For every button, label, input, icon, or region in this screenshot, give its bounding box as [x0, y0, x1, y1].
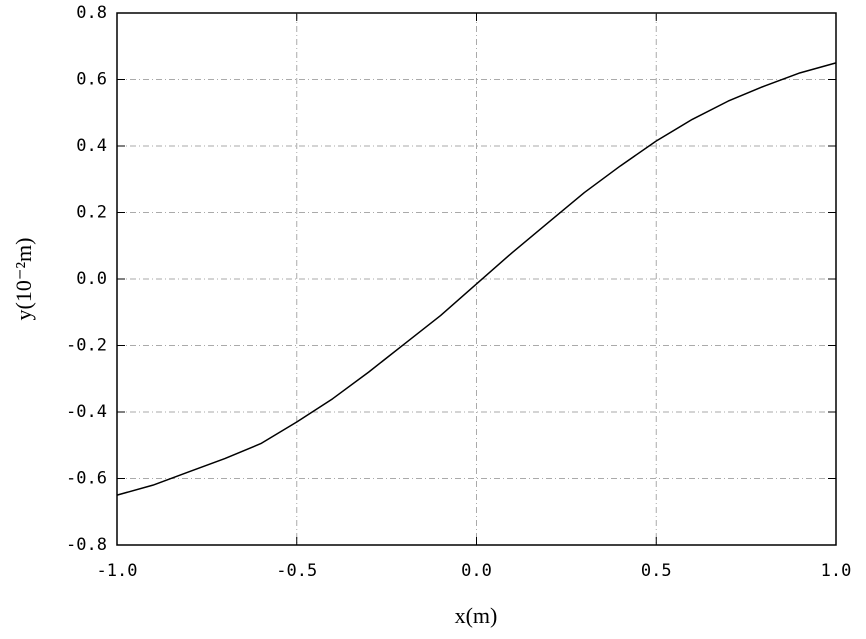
x-axis-label: x(m) [455, 603, 498, 628]
y-tick-label: 0.4 [76, 136, 107, 156]
x-tick-label: 0.0 [461, 561, 492, 581]
x-tick-label: -0.5 [276, 561, 317, 581]
y-axis-label: y(10⁻²m) [11, 238, 36, 321]
y-tick-label: -0.4 [66, 402, 107, 422]
y-tick-label: -0.8 [66, 535, 107, 555]
y-tick-label: 0.8 [76, 3, 107, 23]
y-tick-label: 0.6 [76, 70, 107, 90]
y-tick-label: 0.2 [76, 203, 107, 223]
x-tick-label: -1.0 [97, 561, 138, 581]
data-line [116, 62, 837, 496]
x-tick-label: 0.5 [641, 561, 672, 581]
x-tick-label: 1.0 [821, 561, 852, 581]
y-tick-label: 0.0 [76, 269, 107, 289]
y-tick-label: -0.2 [66, 336, 107, 356]
y-tick-label: -0.6 [66, 469, 107, 489]
